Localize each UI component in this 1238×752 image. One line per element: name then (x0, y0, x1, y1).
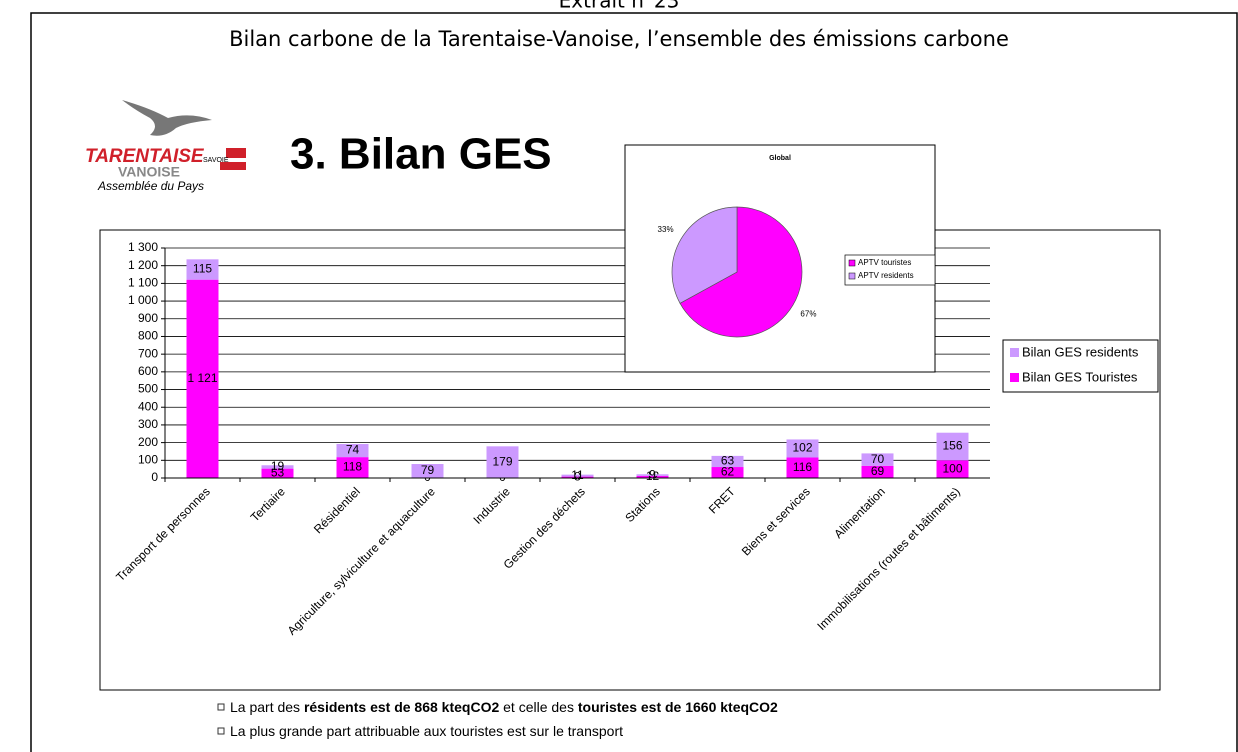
bar-segment (561, 474, 594, 477)
bar-segment (936, 460, 969, 478)
logo-bird (122, 100, 212, 136)
data-label: 179 (492, 454, 512, 468)
bar-segment (261, 468, 294, 478)
logo-tagline: Assemblée du Pays (97, 179, 204, 193)
pie-label: 67% (800, 309, 816, 318)
bar-segment (861, 465, 894, 478)
bullet-marker (217, 703, 225, 711)
y-tick-label: 900 (138, 311, 158, 325)
bar-segment (861, 453, 894, 466)
frame (30, 12, 1238, 752)
data-label: 102 (792, 441, 812, 455)
y-tick-label: 600 (138, 364, 158, 378)
legend-label: APTV touristes (858, 258, 911, 267)
data-label: 79 (421, 463, 435, 477)
bar-segment (186, 279, 219, 478)
bar-segment (636, 474, 669, 476)
legend-swatch (1010, 373, 1019, 382)
data-label: 11 (571, 468, 584, 482)
logo-cross (220, 162, 246, 170)
bullet-text: La plus grande part attribuable aux tour… (230, 723, 623, 739)
bar-segment (336, 457, 369, 478)
y-tick-label: 200 (138, 435, 158, 449)
logo-region: SAVOIE (203, 157, 229, 164)
y-tick-label: 0 (151, 470, 158, 484)
bar-segment (336, 444, 369, 458)
data-label: 74 (346, 443, 360, 457)
y-tick-label: 1 300 (128, 240, 158, 254)
bullet: La part des résidents est de 868 kteqCO2… (230, 699, 778, 715)
bar-segment (786, 439, 819, 458)
bullet-text: touristes est de 1660 kteqCO2 (578, 699, 778, 715)
legend-swatch (848, 259, 856, 267)
y-tick-label: 1 100 (128, 276, 158, 290)
bullet-text: La part des (230, 699, 304, 715)
logo-cross (226, 148, 236, 158)
data-label: 70 (871, 452, 885, 466)
data-label: 1 121 (187, 371, 217, 385)
bar-segment (186, 259, 219, 280)
pie-title: Global (769, 155, 791, 162)
data-label: 19 (271, 459, 285, 473)
bar-segment (486, 446, 519, 478)
logo-cross (236, 148, 246, 158)
legend-label: APTV residents (858, 271, 914, 280)
bar-segment (636, 475, 669, 478)
data-label: 9 (649, 467, 656, 481)
bar-segment (411, 464, 444, 478)
data-label: 63 (721, 454, 735, 468)
legend-box (1002, 339, 1159, 393)
y-tick-label: 700 (138, 346, 158, 360)
bar-segment (786, 457, 819, 478)
bar-segment (936, 432, 969, 461)
bar-segment (711, 467, 744, 478)
header: Extrait n°23 (559, 0, 680, 13)
data-label: 53 (271, 465, 285, 479)
pie-slice (671, 206, 738, 304)
y-tick-label: 100 (138, 452, 158, 466)
logo-name: TARENTAISE (85, 146, 205, 167)
y-tick-label: 800 (138, 329, 158, 343)
pie-chart: Global 67% 33% APTV touristes APTV residents (624, 144, 936, 373)
data-label: 62 (721, 465, 735, 479)
data-label: 100 (942, 461, 962, 475)
legend-swatch (848, 272, 856, 280)
y-tick-label: 1 000 (128, 293, 158, 307)
title: Bilan carbone de la Tarentaise-Vanoise, … (229, 27, 1009, 51)
bullet-text: et celle des (499, 699, 578, 715)
y-tick-label: 500 (138, 382, 158, 396)
y-tick-label: 1 200 (128, 258, 158, 272)
pie-legend-box (844, 254, 936, 286)
y-tick-label: 400 (138, 399, 158, 413)
bullet-text: résidents est de 868 kteqCO2 (304, 699, 500, 715)
data-label: 116 (793, 460, 812, 474)
bar-segment (711, 455, 744, 468)
data-label: 115 (193, 262, 212, 276)
logo-sub: VANOISE (118, 164, 180, 180)
y-tick-label: 300 (138, 417, 158, 431)
legend-label: Bilan GES residents (1022, 344, 1139, 359)
legend-swatch (1010, 348, 1019, 357)
bar-segment (261, 465, 294, 469)
logo: TARENTAISE SAVOIE VANOISE Assemblée du P… (85, 100, 246, 193)
pie-slice (679, 206, 803, 338)
slide-title: 3. Bilan GES (290, 130, 552, 179)
bar-segment (561, 476, 594, 478)
data-label: 118 (343, 460, 362, 474)
data-label: 12 (646, 469, 660, 483)
data-label: 156 (942, 439, 962, 453)
data-label: 69 (871, 464, 885, 478)
bullet-marker (217, 727, 225, 735)
bullet: La plus grande part attribuable aux tour… (230, 723, 623, 739)
legend-label: Bilan GES Touristes (1022, 369, 1138, 384)
pie-label: 33% (658, 225, 674, 234)
